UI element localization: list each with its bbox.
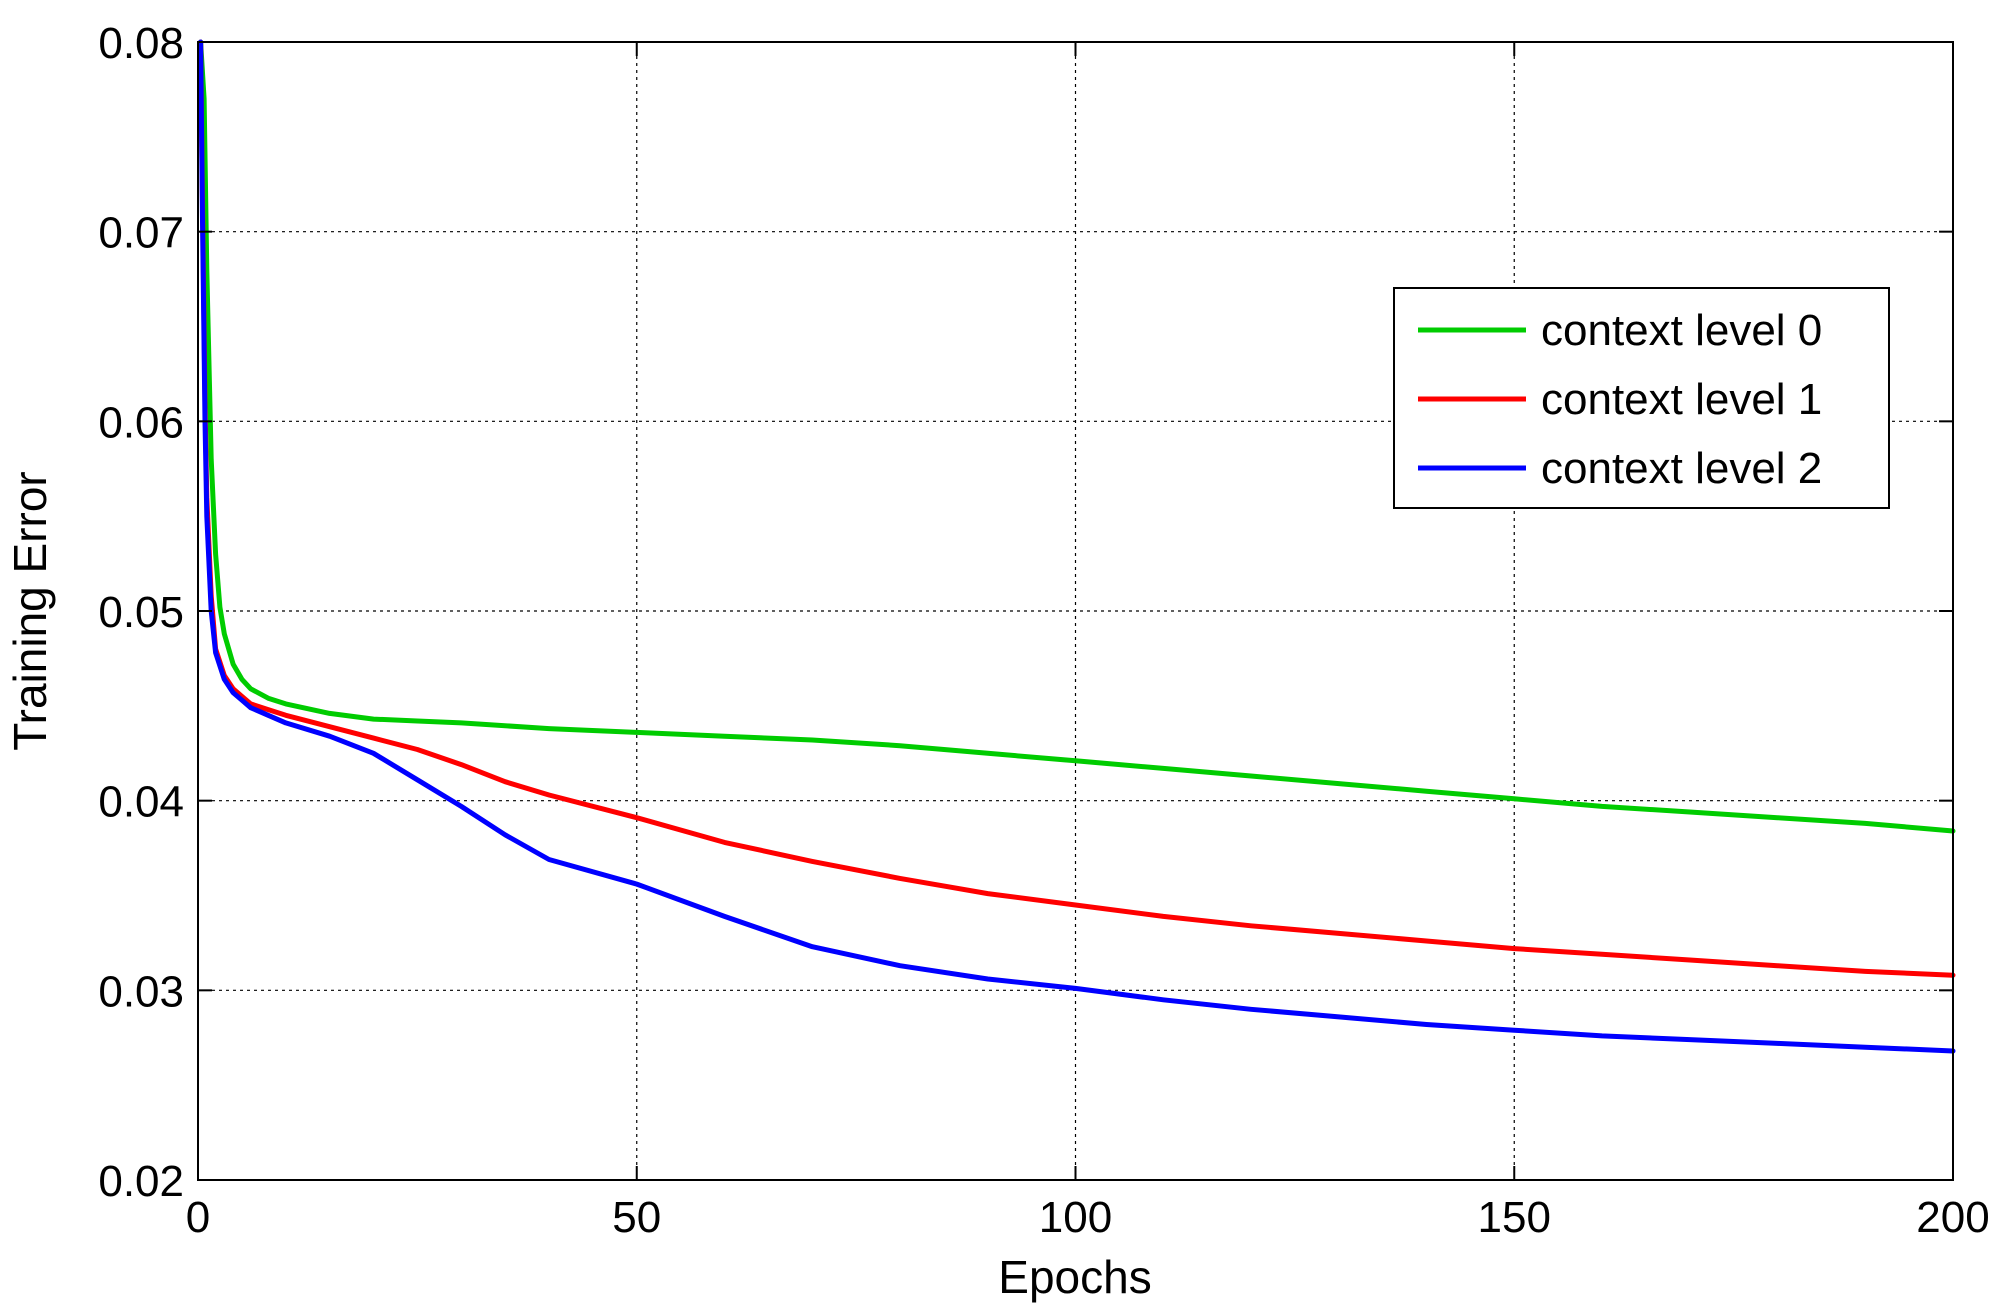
legend-label-2: context level 2 (1541, 444, 1822, 493)
tick-labels: 0 50 100 150 200 0.02 0.03 0.04 0.05 0.06 0.07 0.08 (98, 19, 1989, 1242)
x-tick-label: 100 (1039, 1193, 1112, 1242)
series-layer (198, 39, 1956, 1054)
y-tick-label: 0.05 (98, 588, 184, 637)
legend: context level 0 context level 1 context le… (1393, 287, 1890, 509)
y-tick-label: 0.03 (98, 967, 184, 1016)
x-tick-label: 200 (1916, 1193, 1989, 1242)
y-tick-label: 0.02 (98, 1157, 184, 1206)
series-line-0 (198, 39, 1956, 834)
series-line-2 (198, 39, 1956, 1054)
y-axis-label: Training Error (4, 471, 56, 750)
legend-label-1: context level 1 (1541, 375, 1822, 424)
x-tick-label: 0 (186, 1193, 210, 1242)
y-tick-label: 0.07 (98, 209, 184, 258)
ticks (197, 41, 1954, 1181)
x-tick-label: 150 (1478, 1193, 1551, 1242)
x-axis-label: Epochs (998, 1251, 1151, 1303)
legend-label-0: context level 0 (1541, 306, 1822, 355)
x-tick-label: 50 (612, 1193, 661, 1242)
y-tick-label: 0.04 (98, 778, 184, 827)
y-tick-label: 0.06 (98, 398, 184, 447)
y-tick-label: 0.08 (98, 19, 184, 68)
